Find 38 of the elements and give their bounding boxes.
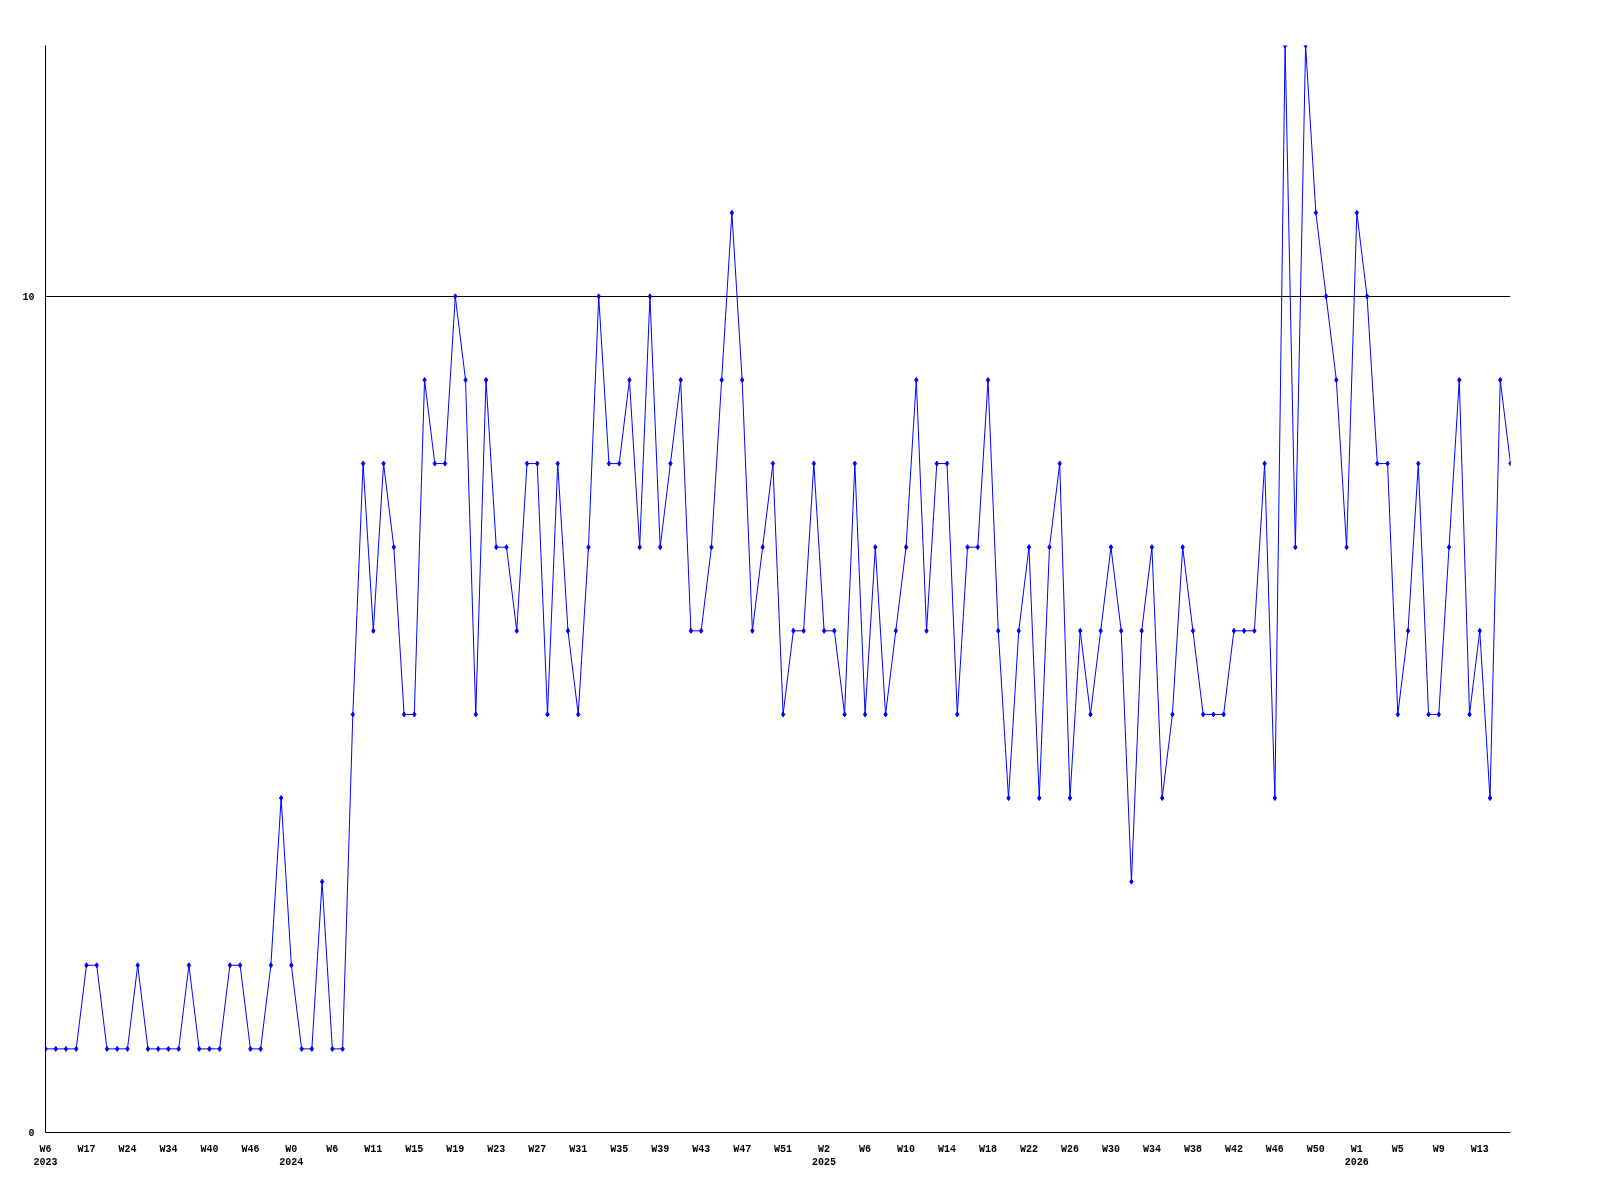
- y-tick-label: 10: [22, 291, 35, 303]
- x-tick-label: W30: [1101, 1143, 1120, 1155]
- x-tick-label: W31: [569, 1143, 588, 1155]
- x-tick-label: W40: [200, 1143, 219, 1155]
- x-tick-label: W6: [326, 1143, 339, 1155]
- x-tick-label: W43: [692, 1143, 711, 1155]
- x-tick-label: W38: [1183, 1143, 1202, 1155]
- x-tick-label: W9: [1432, 1143, 1445, 1155]
- x-tick-label: W2 2025: [812, 1143, 837, 1168]
- x-tick-label: W35: [610, 1143, 629, 1155]
- x-tick-label: W5: [1391, 1143, 1404, 1155]
- x-tick-label: W50: [1306, 1143, 1325, 1155]
- x-tick-label: W34: [1142, 1143, 1161, 1155]
- x-tick-label: W39: [651, 1143, 670, 1155]
- x-tick-label: W23: [487, 1143, 506, 1155]
- x-tick-label: W6: [859, 1143, 872, 1155]
- x-tick-label: W19: [446, 1143, 465, 1155]
- x-tick-label: W42: [1224, 1143, 1243, 1155]
- x-tick-label: W46: [1265, 1143, 1284, 1155]
- x-tick-label: W22: [1019, 1143, 1039, 1155]
- x-tick-label: W17: [77, 1143, 96, 1155]
- x-tick-label: W26: [1060, 1143, 1079, 1155]
- x-tick-label: W1 2026: [1344, 1143, 1369, 1168]
- x-tick-label: W13: [1470, 1143, 1489, 1155]
- x-tick-label: W46: [241, 1143, 260, 1155]
- x-tick-label: W51: [774, 1143, 793, 1155]
- x-tick-label: W0 2024: [279, 1143, 304, 1168]
- x-tick-label: W10: [897, 1143, 916, 1155]
- x-tick-label: W6 2023: [33, 1143, 58, 1168]
- x-tick-label: W34: [159, 1143, 178, 1155]
- x-tick-label: W27: [528, 1143, 547, 1155]
- x-tick-label: W11: [364, 1143, 383, 1155]
- x-tick-label: W15: [405, 1143, 424, 1155]
- x-tick-label: W24: [118, 1143, 137, 1155]
- x-tick-label: W14: [938, 1143, 957, 1155]
- x-tick-label: W18: [979, 1143, 998, 1155]
- x-tick-label: W47: [733, 1143, 752, 1155]
- y-tick-label: 0: [28, 1128, 35, 1139]
